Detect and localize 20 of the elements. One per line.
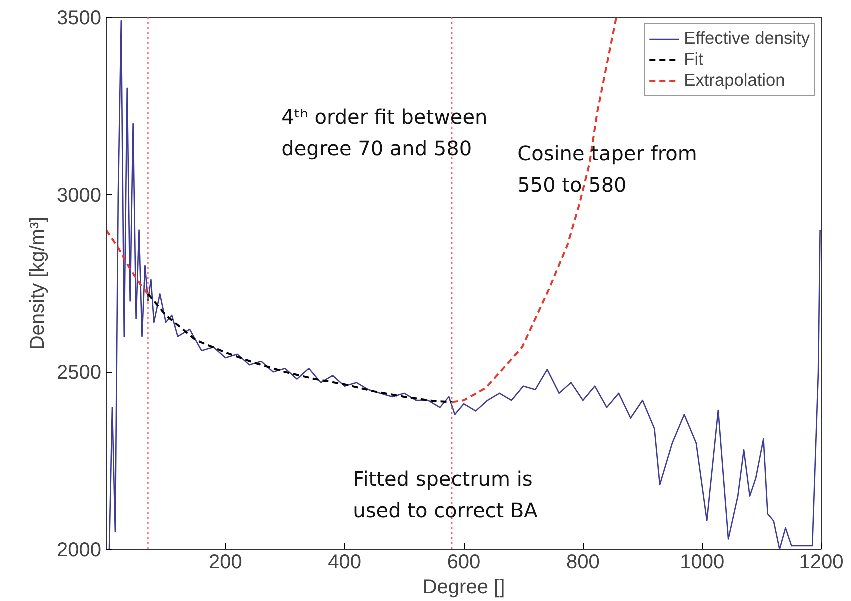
legend-label: Fit: [684, 49, 704, 70]
x-tick-label: 1200: [799, 552, 844, 574]
legend-label: Extrapolation: [684, 70, 786, 91]
annotation: Fitted spectrum is used to correct BA: [353, 467, 538, 522]
y-tick-label: 3500: [57, 8, 102, 30]
y-tick-label: 3000: [57, 184, 102, 207]
y-tick-label: 2000: [57, 540, 102, 562]
x-axis-title: Degree []: [422, 576, 506, 598]
x-tick-label: 1000: [680, 552, 725, 574]
annotation: Cosine taper from 550 to 580: [518, 142, 698, 197]
line-series: [147, 293, 454, 404]
annotation: 4ᵗʰ order fit between degree 70 and 580: [282, 105, 488, 160]
legend-label: Effective density: [684, 28, 810, 49]
x-tick-label: 400: [328, 552, 362, 574]
y-tick-label: 2500: [57, 362, 102, 384]
x-tick-label: 200: [208, 552, 242, 574]
y-axis-title: Density [kg/m³]: [27, 216, 50, 350]
line-series: [108, 20, 821, 550]
x-tick-label: 600: [447, 552, 481, 574]
x-tick-label: 800: [566, 552, 600, 574]
